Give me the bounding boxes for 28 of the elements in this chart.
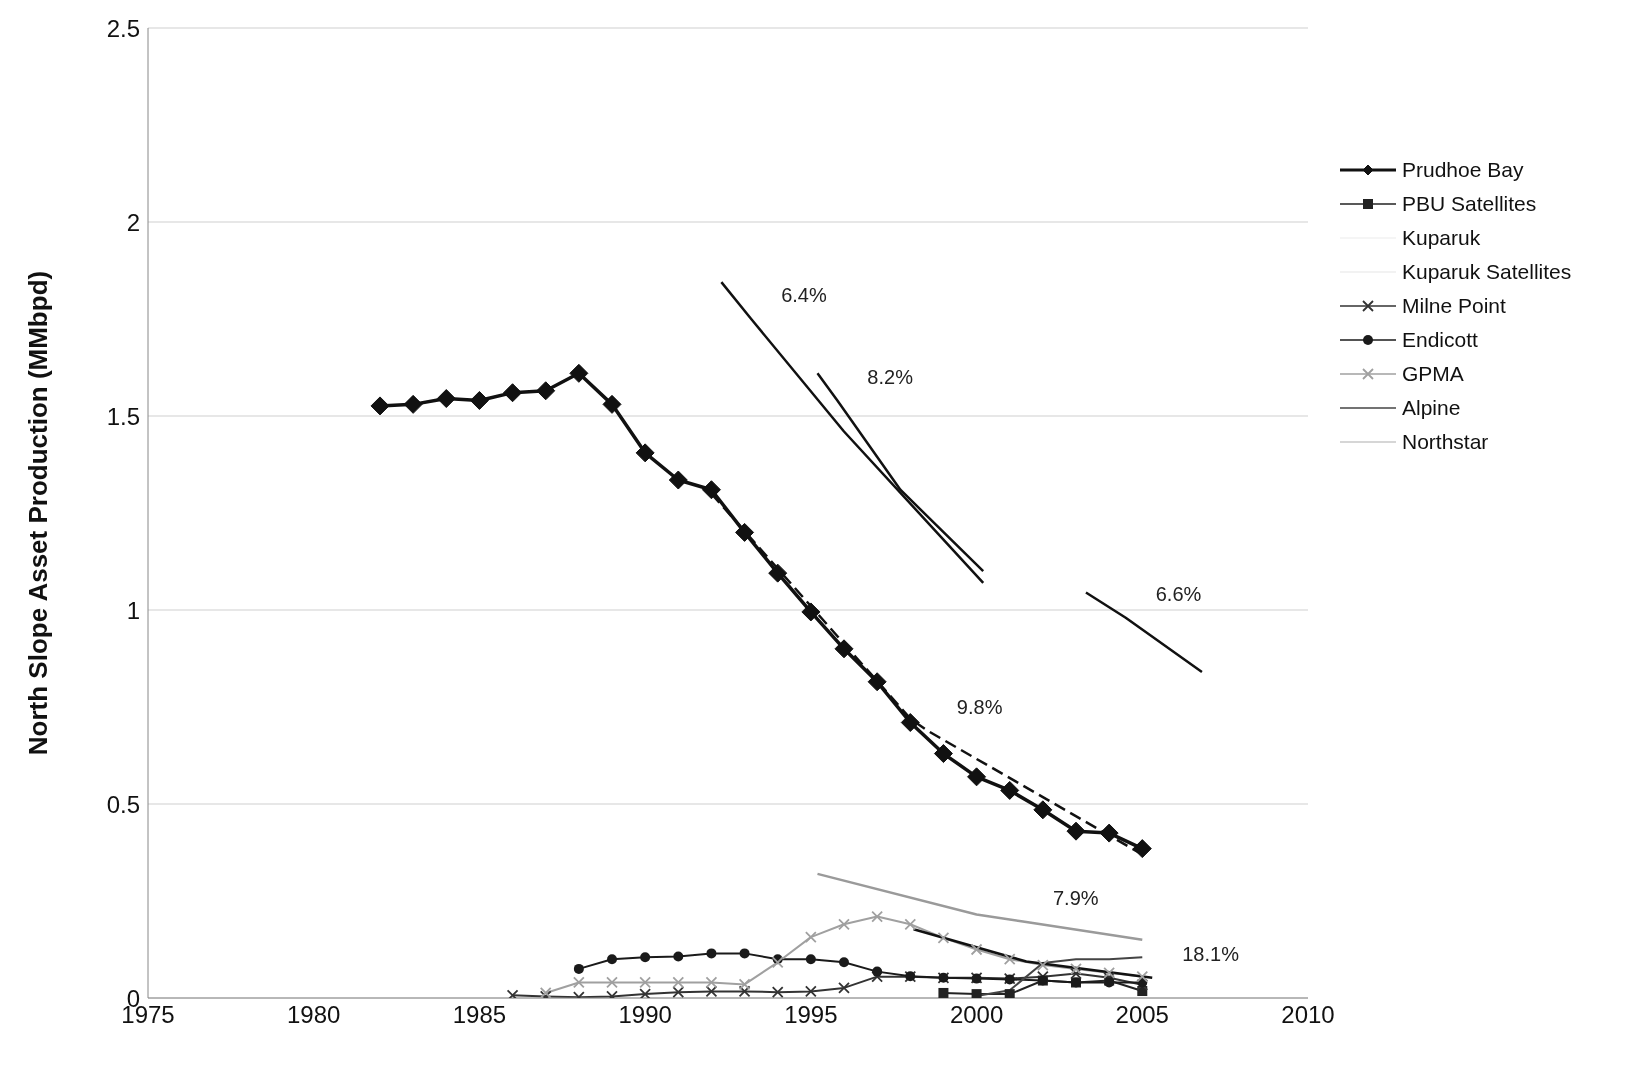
x-tick-label: 2000 <box>949 1001 1004 1029</box>
y-tick-label: 0.5 <box>106 790 140 818</box>
y-axis-title: North Slope Asset Production (MMbpd) <box>23 270 54 756</box>
legend-label: Milne Point <box>1402 294 1506 318</box>
annotation: 7.9% <box>1052 886 1099 909</box>
x-tick-label: 1995 <box>784 1001 838 1029</box>
legend-label: Kuparuk <box>1402 226 1481 250</box>
y-tick-label: 1.5 <box>106 402 140 430</box>
x-tick-label: 2005 <box>1115 1001 1169 1029</box>
annotation: 18.1% <box>1182 943 1240 966</box>
x-tick-label: 1985 <box>452 1001 507 1029</box>
legend-label: PBU Satellites <box>1402 192 1537 216</box>
annotation: 6.6% <box>1155 583 1202 606</box>
x-tick-label: 1990 <box>618 1001 672 1029</box>
legend-label: Endicott <box>1402 328 1478 352</box>
annotation: 9.8% <box>956 695 1003 718</box>
legend-label: Northstar <box>1402 430 1489 454</box>
legend-label: Alpine <box>1402 396 1461 420</box>
annotation: 8.2% <box>867 365 914 388</box>
legend-label: GPMA <box>1402 362 1464 386</box>
x-tick-label: 2010 <box>1281 1001 1335 1029</box>
x-tick-label: 1980 <box>287 1001 341 1029</box>
legend-label: Prudhoe Bay <box>1402 158 1524 182</box>
annotation: 6.4% <box>781 284 827 307</box>
legend-label: Kuparuk Satellites <box>1402 260 1572 284</box>
y-tick-label: 1 <box>126 596 140 624</box>
y-tick-label: 2 <box>126 208 140 236</box>
y-tick-label: 2.5 <box>106 14 140 42</box>
